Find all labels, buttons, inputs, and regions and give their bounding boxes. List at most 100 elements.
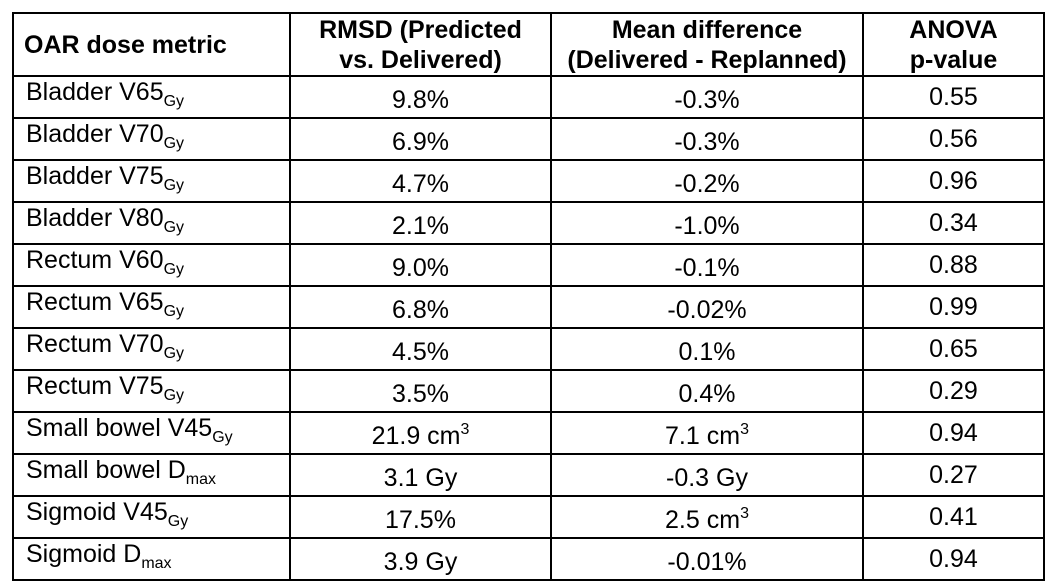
table-row: Sigmoid Dmax 3.9 Gy -0.01% 0.94 — [12, 537, 1045, 581]
oar-dose-table: OAR dose metric RMSD (Predicted vs. Deli… — [12, 12, 1045, 581]
cell-p-value: 0.94 — [862, 537, 1045, 581]
table-row: Rectum V65Gy 6.8% -0.02% 0.99 — [12, 285, 1045, 329]
mean-value: -0.02% — [667, 296, 747, 324]
header-row: OAR dose metric RMSD (Predicted vs. Deli… — [12, 12, 1045, 77]
cell-metric: Small bowel Dmax — [12, 453, 291, 497]
cell-rmsd: 3.1 Gy — [289, 453, 552, 497]
metric-base: Rectum V60 — [26, 246, 164, 274]
metric-subscript: Gy — [163, 135, 185, 152]
cell-mean-difference: -0.01% — [550, 537, 864, 581]
table-body: Bladder V65Gy 9.8% -0.3% 0.55 Bladder V70Gy 6… — [12, 75, 1045, 581]
table-row: Sigmoid V45Gy 17.5% 2.5 cm3 0.41 — [12, 495, 1045, 539]
cell-mean-difference: 0.4% — [550, 369, 864, 413]
cell-mean-difference: -0.3 Gy — [550, 453, 864, 497]
rmsd-value: 17.5% — [385, 506, 456, 534]
header-anova: ANOVA p-value — [862, 12, 1045, 77]
cell-rmsd: 3.5% — [289, 369, 552, 413]
header-rmsd-line2: vs. Delivered) — [339, 45, 502, 74]
cell-rmsd: 9.8% — [289, 75, 552, 119]
table-row: Small bowel V45Gy 21.9 cm 3 7.1 cm3 0.94 — [12, 411, 1045, 455]
cell-mean-difference: -0.3% — [550, 75, 864, 119]
cell-metric: Sigmoid Dmax — [12, 537, 291, 581]
cell-p-value: 0.56 — [862, 117, 1045, 161]
rmsd-value: 4.7% — [392, 170, 449, 198]
table-row: Rectum V70Gy 4.5% 0.1% 0.65 — [12, 327, 1045, 371]
cell-mean-difference: -0.02% — [550, 285, 864, 329]
metric-base: Bladder V75 — [26, 162, 164, 190]
cell-p-value: 0.29 — [862, 369, 1045, 413]
cell-p-value: 0.27 — [862, 453, 1045, 497]
metric-subscript: Gy — [163, 387, 185, 404]
header-rmsd-line1: RMSD (Predicted — [319, 15, 522, 44]
cell-rmsd: 9.0% — [289, 243, 552, 287]
mean-value: -0.3% — [674, 86, 740, 114]
metric-base: Bladder V65 — [26, 78, 164, 106]
metric-subscript: Gy — [163, 177, 185, 194]
cell-p-value: 0.88 — [862, 243, 1045, 287]
header-metric: OAR dose metric — [12, 12, 291, 77]
cell-rmsd: 17.5% — [289, 495, 552, 539]
cell-mean-difference: 7.1 cm3 — [550, 411, 864, 455]
metric-base: Rectum V65 — [26, 288, 164, 316]
cell-rmsd: 6.8% — [289, 285, 552, 329]
mean-value: -0.2% — [674, 170, 740, 198]
cell-metric: Sigmoid V45Gy — [12, 495, 291, 539]
rmsd-value: 9.8% — [392, 86, 449, 114]
mean-value: 2.5 cm — [665, 506, 741, 534]
cell-metric: Rectum V60Gy — [12, 243, 291, 287]
metric-base: Bladder V80 — [26, 204, 164, 232]
mean-value: -0.01% — [667, 548, 747, 576]
metric-subscript: Gy — [163, 219, 185, 236]
cell-metric: Bladder V75Gy — [12, 159, 291, 203]
table-row: Bladder V75Gy 4.7% -0.2% 0.96 — [12, 159, 1045, 203]
cell-mean-difference: -0.3% — [550, 117, 864, 161]
table-row: Rectum V75Gy 3.5% 0.4% 0.29 — [12, 369, 1045, 413]
cell-rmsd: 3.9 Gy — [289, 537, 552, 581]
mean-value: -0.3% — [674, 128, 740, 156]
mean-superscript: 3 — [740, 421, 749, 438]
metric-base: Rectum V75 — [26, 372, 164, 400]
table-row: Bladder V65Gy 9.8% -0.3% 0.55 — [12, 75, 1045, 119]
table-row: Bladder V70Gy 6.9% -0.3% 0.56 — [12, 117, 1045, 161]
header-mean-difference: Mean difference (Delivered - Replanned) — [550, 12, 864, 77]
header-anova-line2: p-value — [909, 45, 998, 74]
cell-metric: Small bowel V45Gy — [12, 411, 291, 455]
cell-p-value: 0.99 — [862, 285, 1045, 329]
rmsd-value: 6.9% — [392, 128, 449, 156]
cell-p-value: 0.96 — [862, 159, 1045, 203]
metric-base: Bladder V70 — [26, 120, 164, 148]
metric-subscript: Gy — [163, 345, 185, 362]
mean-value: -0.1% — [674, 254, 740, 282]
table-row: Small bowel Dmax 3.1 Gy -0.3 Gy 0.27 — [12, 453, 1045, 497]
header-anova-line1: ANOVA — [909, 15, 998, 44]
rmsd-value: 3.1 Gy — [383, 464, 458, 492]
rmsd-value: 21.9 cm — [371, 422, 461, 450]
table-row: Rectum V60Gy 9.0% -0.1% 0.88 — [12, 243, 1045, 287]
table-row: Bladder V80Gy 2.1% -1.0% 0.34 — [12, 201, 1045, 245]
header-mean-line2: (Delivered - Replanned) — [567, 45, 847, 74]
mean-value: 0.1% — [678, 338, 736, 366]
mean-value: -0.3 Gy — [666, 464, 748, 492]
cell-metric: Rectum V65Gy — [12, 285, 291, 329]
rmsd-value: 6.8% — [392, 296, 449, 324]
cell-mean-difference: -1.0% — [550, 201, 864, 245]
header-mean-line1: Mean difference — [611, 15, 803, 44]
rmsd-value: 4.5% — [392, 338, 449, 366]
mean-value: 7.1 cm — [665, 422, 741, 450]
cell-p-value: 0.94 — [862, 411, 1045, 455]
metric-subscript: Gy — [163, 303, 185, 320]
metric-subscript: Gy — [163, 93, 185, 110]
metric-base: Small bowel D — [26, 456, 186, 484]
cell-p-value: 0.34 — [862, 201, 1045, 245]
cell-mean-difference: 0.1% — [550, 327, 864, 371]
mean-superscript: 3 — [740, 505, 749, 522]
cell-metric: Bladder V80Gy — [12, 201, 291, 245]
rmsd-value: 3.5% — [392, 380, 449, 408]
metric-base: Sigmoid V45 — [26, 498, 168, 526]
cell-p-value: 0.65 — [862, 327, 1045, 371]
cell-p-value: 0.41 — [862, 495, 1045, 539]
cell-metric: Rectum V70Gy — [12, 327, 291, 371]
cell-metric: Bladder V70Gy — [12, 117, 291, 161]
metric-base: Rectum V70 — [26, 330, 164, 358]
metric-base: Small bowel V45 — [26, 414, 213, 442]
